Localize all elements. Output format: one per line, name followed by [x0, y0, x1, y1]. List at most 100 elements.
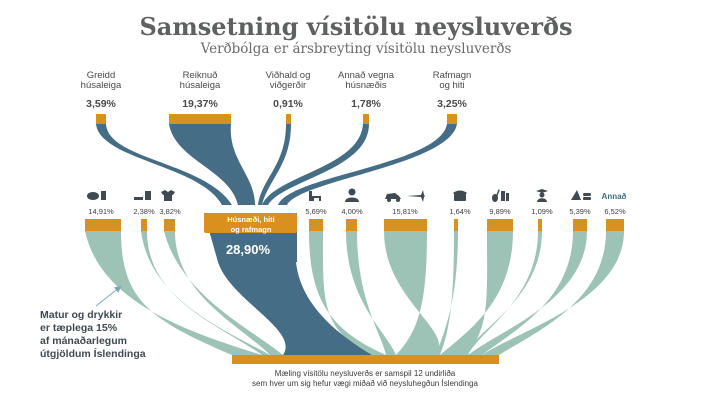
restaurant-icon: [571, 190, 591, 200]
category: 5,39%: [569, 190, 591, 231]
category-value: 1,09%: [531, 207, 553, 216]
flow-rafmagn: [278, 124, 457, 205]
flow-greidd-husaleiga: [96, 124, 232, 205]
category-bar: [164, 219, 175, 231]
housing-component-value: 1,78%: [351, 98, 381, 110]
flow-other: [482, 231, 624, 355]
flow-health: [346, 231, 396, 355]
category-bar: [487, 219, 513, 231]
recreation-icon: [492, 189, 509, 202]
housing-component-bar: [169, 114, 231, 124]
housing-component-label: Annað vegna: [338, 70, 395, 81]
flow-furniture: [309, 231, 386, 355]
category-value: 3,82%: [159, 207, 181, 216]
note-line-1: Matur og drykkir: [40, 309, 122, 321]
housing-components: Greiddhúsaleiga3,59%Reiknuðhúsaleiga19,3…: [81, 70, 472, 124]
flow-housing-total: [218, 262, 372, 355]
housing-component-label: húsaleiga: [81, 80, 122, 91]
housing-group-value: 28,90%: [226, 242, 271, 257]
flow-recreation: [440, 231, 513, 355]
housing-component-bar: [363, 114, 369, 124]
alcohol-tobacco-icon: [134, 191, 151, 200]
housing-component-label: Greidd: [87, 70, 116, 81]
other-icon: Annað: [602, 192, 627, 201]
category: 5,69%: [305, 191, 327, 231]
category-value: 4,00%: [341, 207, 363, 216]
page-subtitle: Verðbólga er ársbreyting vísitölu neyslu…: [200, 41, 512, 57]
food-note: Matur og drykkir er tæplega 15% af mánað…: [40, 285, 146, 360]
page-title: Samsetning vísitölu neysluverðs: [139, 12, 572, 41]
category: 9,89%: [487, 189, 513, 231]
category: 1,64%: [449, 190, 471, 231]
housing-component-bar: [447, 114, 457, 124]
category: 3,82%: [159, 190, 181, 231]
category-bar: [346, 219, 357, 231]
category-bar: [538, 219, 542, 231]
flow-vidhald: [258, 124, 291, 205]
housing-component-value: 3,25%: [437, 98, 467, 110]
category-flows: [85, 231, 624, 355]
housing-component-label: Reiknuð: [183, 70, 218, 81]
housing-component-value: 19,37%: [182, 98, 218, 110]
category: 15,81%: [384, 190, 427, 231]
housing-component-label: og hiti: [439, 80, 464, 91]
furniture-icon: [309, 191, 321, 201]
housing-group-label-1: Húsnæði, hiti: [227, 215, 275, 224]
education-icon: [536, 189, 548, 202]
category-row: 14,91% 2,38% 3,82% 5,69% 4,00% 15,81% 1,64% 9,8…: [85, 188, 627, 231]
housing-component-label: Rafmagn: [433, 70, 472, 81]
housing-component-label: viðgerðir: [270, 80, 306, 91]
category: 14,91%: [85, 191, 121, 231]
clothing-icon: [161, 190, 175, 201]
housing-flows: [96, 124, 457, 205]
note-line-4: útgjöldum Íslendinga: [40, 347, 146, 360]
category-value: 9,89%: [489, 207, 511, 216]
category: 2,38%: [133, 191, 155, 231]
category-bar: [606, 219, 624, 231]
housing-component-label: húsnæðis: [345, 80, 386, 91]
housing-component-label: húsaleiga: [180, 80, 221, 91]
health-icon: [345, 188, 359, 202]
housing-component-bar: [286, 114, 291, 124]
category-value: 2,38%: [133, 207, 155, 216]
category-value: 5,39%: [569, 207, 591, 216]
transport-icon: [385, 190, 425, 202]
total-bar: [232, 355, 499, 364]
note-line-3: af mánaðarlegum: [40, 335, 127, 347]
flow-food: [85, 231, 262, 355]
category-value: 15,81%: [392, 207, 418, 216]
category-value: 1,64%: [449, 207, 471, 216]
category-bar: [384, 219, 427, 231]
flow-reiknud-husaleiga: [169, 124, 255, 205]
telephone-icon: [453, 190, 467, 201]
housing-node-bar: [204, 213, 297, 233]
category-value: 14,91%: [88, 207, 114, 216]
housing-component-value: 0,91%: [273, 98, 303, 110]
flow-transport: [384, 231, 440, 355]
housing-component-value: 3,59%: [86, 98, 116, 110]
housing-group-label-2: og rafmagn: [231, 225, 272, 234]
category-bar: [85, 219, 121, 231]
food-icon: [87, 191, 106, 200]
category: Annað 6,52%: [602, 192, 627, 231]
category-value: 6,52%: [604, 207, 626, 216]
other-label: Annað: [602, 192, 627, 201]
footer-line-2: sem hver um sig hefur vægi miðað við ney…: [252, 379, 478, 388]
footer-line-1: Mæling vísitölu neysluverðs er samspil 1…: [275, 369, 456, 378]
note-arrow: [95, 285, 122, 307]
category: 1,09%: [531, 189, 553, 231]
category: 4,00%: [341, 188, 363, 231]
housing-component-bar: [96, 114, 106, 124]
category-bar: [573, 219, 587, 231]
housing-component-label: Viðhald og: [266, 70, 311, 81]
category-value: 5,69%: [305, 207, 327, 216]
flow-telephone: [436, 231, 458, 355]
category-bar: [454, 219, 458, 231]
